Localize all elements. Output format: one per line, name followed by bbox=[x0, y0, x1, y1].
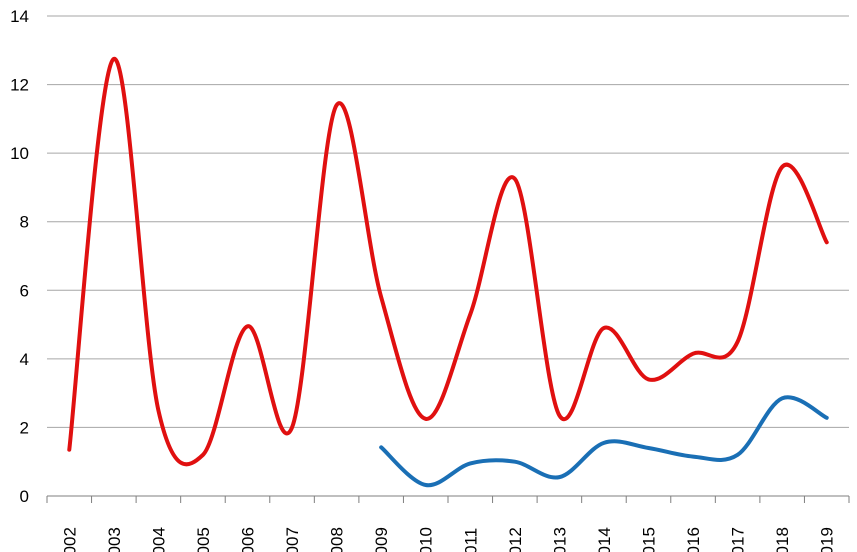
y-tick-label: 2 bbox=[20, 418, 29, 437]
series-line-2 bbox=[379, 395, 829, 488]
x-tick-label: 2007 bbox=[283, 527, 302, 552]
series-lines bbox=[67, 56, 829, 488]
y-axis-tick-labels: 0 2 4 6 8 10 12 14 bbox=[10, 7, 29, 506]
grid-lines bbox=[47, 15, 849, 428]
x-tick-label: 2013 bbox=[550, 527, 569, 552]
x-tick-label: 2011 bbox=[461, 528, 480, 552]
x-axis: 2002 2003 2004 2005 2006 2007 2008 2009 2010 2011… bbox=[46, 495, 850, 552]
x-tick-label: 2018 bbox=[773, 527, 792, 552]
y-tick-label: 0 bbox=[20, 487, 29, 506]
y-tick-label: 12 bbox=[10, 76, 29, 95]
x-tick-label: 2014 bbox=[595, 527, 614, 552]
y-tick-label: 8 bbox=[20, 213, 29, 232]
x-tick-label: 2015 bbox=[640, 527, 659, 552]
x-tick-label: 2012 bbox=[506, 527, 525, 552]
y-tick-label: 6 bbox=[20, 281, 29, 300]
x-tick-label: 2009 bbox=[372, 527, 391, 552]
y-tick-label: 10 bbox=[10, 144, 29, 163]
x-tick-label: 2002 bbox=[60, 527, 79, 552]
x-tick-label: 2016 bbox=[684, 527, 703, 552]
x-tick-label: 2005 bbox=[194, 527, 213, 552]
x-tick-label: 2019 bbox=[818, 527, 837, 552]
y-tick-label: 14 bbox=[10, 7, 29, 26]
x-tick-label: 2010 bbox=[417, 527, 436, 552]
x-tick-label: 2003 bbox=[105, 527, 124, 552]
x-tick-label: 2004 bbox=[149, 527, 168, 552]
y-tick-label: 4 bbox=[20, 350, 29, 369]
series-line-1 bbox=[67, 56, 829, 467]
x-tick-label: 2006 bbox=[239, 527, 258, 552]
x-tick-label: 2017 bbox=[729, 527, 748, 552]
x-tick-label: 2008 bbox=[328, 527, 347, 552]
